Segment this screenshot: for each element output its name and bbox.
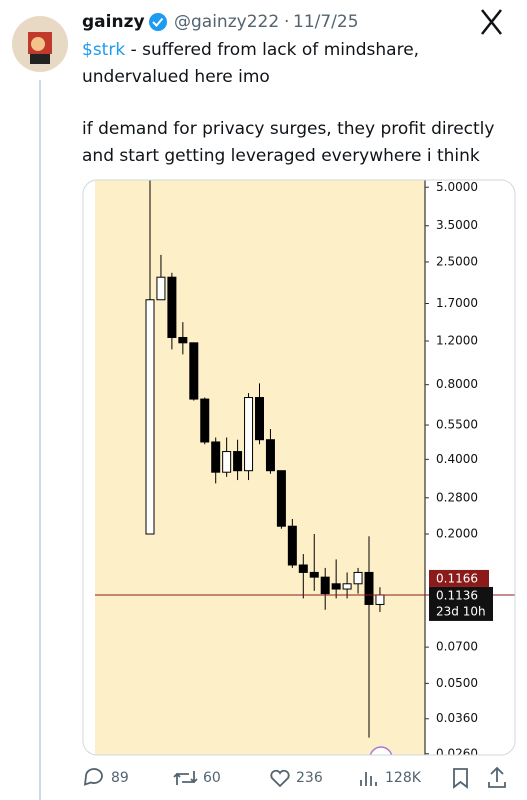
candle-body xyxy=(298,564,308,573)
y-tick-label: 1.7000 xyxy=(436,296,478,310)
verified-badge xyxy=(149,13,167,31)
mark-price-box xyxy=(429,569,489,587)
bookmark-icon[interactable] xyxy=(453,768,468,789)
candle-body xyxy=(167,276,177,338)
date[interactable]: 11/7/25 xyxy=(293,12,359,32)
y-tick-label: 2.5000 xyxy=(436,254,478,268)
y-tick-label: 3.5000 xyxy=(436,218,478,232)
text-segment: - suffered from lack of mindshare, xyxy=(125,40,419,60)
share-icon[interactable] xyxy=(488,766,506,788)
candle-body xyxy=(276,470,286,527)
y-tick-label: 0.4000 xyxy=(436,452,478,466)
media-border xyxy=(82,179,516,756)
reply-icon[interactable] xyxy=(83,768,103,786)
text-line: undervalued here imo xyxy=(82,67,270,87)
candle-body xyxy=(375,594,385,605)
candle-body xyxy=(353,571,363,585)
handle[interactable]: @gainzy222 xyxy=(174,12,279,32)
view-count[interactable]: 128K xyxy=(385,770,422,786)
y-tick-label: 0.0700 xyxy=(436,640,478,654)
candle-body xyxy=(178,336,188,344)
last-price-label: 0.1136 xyxy=(436,588,478,602)
text-line: $strk - suffered from lack of mindshare, xyxy=(82,40,419,60)
views-icon[interactable] xyxy=(360,772,377,786)
candle-body xyxy=(233,451,243,472)
candle-body xyxy=(309,571,319,578)
y-tick-label: 0.0260 xyxy=(436,746,478,760)
last-price-box xyxy=(429,586,493,621)
mark-price-label: 0.1166 xyxy=(436,571,478,585)
repost-icon[interactable] xyxy=(173,771,198,785)
candle-body xyxy=(145,299,155,535)
candle-body xyxy=(200,398,210,443)
text-line: if demand for privacy surges, they profi… xyxy=(82,119,494,139)
candle-body xyxy=(342,583,352,590)
chart-image[interactable]: 5.0000 3.5000 2.5000 1.7000 1.2000 0.8000 0.55… xyxy=(83,180,515,769)
reply-count[interactable]: 89 xyxy=(111,770,129,786)
repost-count[interactable]: 60 xyxy=(203,770,221,786)
text-line: and start getting leveraged everywhere i… xyxy=(82,146,480,166)
y-tick-label: 0.2000 xyxy=(436,527,478,541)
y-tick-label: 0.5500 xyxy=(436,418,478,432)
candle-body xyxy=(255,397,264,441)
author-name[interactable]: gainzy xyxy=(82,12,145,32)
y-tick-label: 0.8000 xyxy=(436,377,478,391)
avatar[interactable] xyxy=(12,16,68,72)
countdown-label: 23d 10h xyxy=(436,604,486,618)
y-tick-label: 0.0500 xyxy=(436,676,478,690)
candle-body xyxy=(211,441,221,473)
like-count[interactable]: 236 xyxy=(296,770,323,786)
candle-body xyxy=(222,451,232,473)
candle-body xyxy=(189,342,199,400)
candle-body xyxy=(364,571,374,605)
y-tick-label: 0.0360 xyxy=(436,711,478,725)
y-tick-label: 0.2800 xyxy=(436,490,478,504)
indicator-icon xyxy=(369,746,393,755)
candle-body xyxy=(265,439,275,472)
candle-body xyxy=(331,583,341,590)
separator: · xyxy=(284,12,289,32)
y-tick-label: 1.2000 xyxy=(436,334,478,348)
candle-body xyxy=(156,276,166,301)
x-logo xyxy=(481,9,502,35)
y-tick-label: 5.0000 xyxy=(436,180,478,194)
plot-area xyxy=(95,180,425,755)
candle-body xyxy=(287,525,297,566)
like-icon[interactable] xyxy=(270,769,290,788)
cashtag[interactable]: $strk xyxy=(82,40,125,60)
candle-body xyxy=(244,397,254,472)
candle-body xyxy=(320,576,330,595)
action-bar: 89 60 236 128K xyxy=(83,766,506,789)
